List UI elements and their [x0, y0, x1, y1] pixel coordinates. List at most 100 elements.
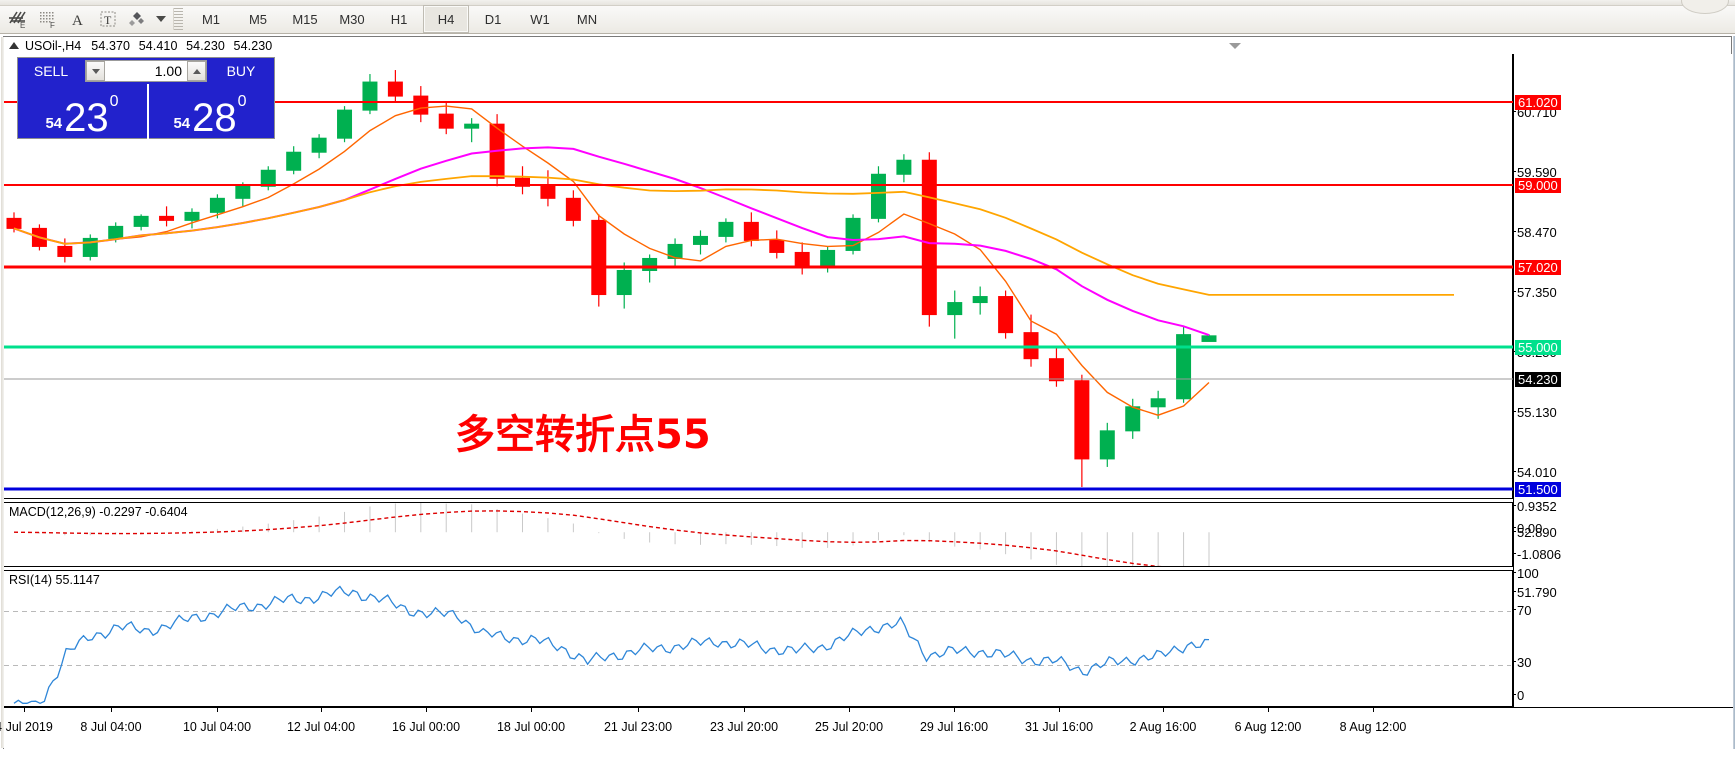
price-tick-label: 51.790 [1517, 585, 1557, 600]
price-tick: 55.130 [1513, 405, 1557, 420]
svg-text:F: F [50, 21, 55, 29]
candle [769, 230, 785, 259]
candle [260, 166, 276, 191]
text-icon[interactable]: A [64, 6, 92, 32]
time-tick-mark [426, 708, 427, 712]
chevron-down-icon[interactable] [154, 6, 168, 32]
timeframe-m15[interactable]: M15 [292, 11, 318, 27]
timeframe-h1[interactable]: H1 [390, 11, 408, 27]
timeframe-d1[interactable]: D1 [484, 11, 502, 27]
timeframe-h4[interactable]: H4 [423, 5, 469, 33]
one-click-trading-panel[interactable]: SELL 1.00 BUY 54 23 0 [17, 57, 275, 139]
candle [413, 86, 429, 123]
tick-mark [1513, 527, 1516, 528]
indicators-icon[interactable]: E [4, 6, 32, 32]
candle [692, 230, 708, 255]
candle [1150, 390, 1166, 419]
candle [235, 182, 251, 207]
text-label-icon[interactable]: T [94, 6, 122, 32]
ohlc-low: 54.230 [186, 38, 225, 53]
price-level-label[interactable]: 54.230 [1515, 372, 1561, 387]
time-tick-mark [111, 708, 112, 712]
timeframe-m5[interactable]: M5 [248, 11, 268, 27]
time-tick-label: 4 Jul 2019 [0, 720, 53, 734]
tick-mark [1513, 111, 1516, 112]
candle [1099, 422, 1115, 467]
candle [794, 242, 810, 275]
price-tick: 51.790 [1513, 585, 1557, 600]
price-level-label[interactable]: 51.500 [1515, 482, 1561, 497]
timeframe-m30[interactable]: M30 [339, 11, 365, 27]
price-tick-label: 55.130 [1517, 405, 1557, 420]
buy-price-main: 28 [192, 96, 237, 140]
price-tick-label: 54.010 [1517, 465, 1557, 480]
sell-label[interactable]: SELL [18, 58, 84, 84]
macd-pane[interactable]: MACD(12,26,9) -0.2297 -0.6404 [4, 502, 1513, 567]
rsi-tick-label: 0 [1517, 688, 1525, 703]
rsi-tick: 70 [1513, 603, 1532, 618]
tick-mark [1513, 531, 1516, 532]
time-tick-mark [1059, 708, 1060, 712]
price-tick: 58.470 [1513, 226, 1557, 239]
macd-tick: 0.00 [1513, 522, 1542, 535]
buy-price-fraction: 0 [237, 93, 247, 110]
tick-mark [1513, 591, 1516, 592]
volume-increase-button[interactable] [187, 61, 206, 81]
rsi-tick: 100 [1513, 567, 1539, 580]
price-level-label[interactable]: 55.000 [1515, 340, 1561, 355]
tick-mark [1513, 553, 1516, 554]
sell-button[interactable]: 54 23 0 [18, 84, 146, 139]
rsi-tick-label: 70 [1517, 603, 1532, 618]
chart-plot-area: 多空转折点55 MACD(12,26,9) -0.2297 -0.6404 RS… [0, 54, 1735, 765]
candle [1023, 314, 1039, 367]
chevron-up-icon [192, 68, 201, 74]
rsi-label: RSI(14) 55.1147 [9, 573, 100, 587]
candle [591, 214, 607, 307]
vertical-scrollbar[interactable] [1733, 36, 1735, 749]
candle [311, 134, 327, 159]
sell-price-main: 23 [64, 96, 109, 140]
rsi-tick-label: 30 [1517, 655, 1532, 670]
volume-value[interactable]: 1.00 [105, 61, 187, 81]
chart-menu-caret-icon[interactable] [1229, 43, 1241, 49]
time-tick-label: 23 Jul 20:00 [709, 720, 779, 734]
price-level-label[interactable]: 61.020 [1515, 95, 1561, 110]
timeframe-mn[interactable]: MN [576, 11, 598, 27]
collapse-triangle-icon[interactable] [9, 42, 19, 49]
time-tick-mark [954, 708, 955, 712]
time-tick-mark [638, 708, 639, 712]
svg-text:A: A [72, 13, 83, 29]
volume-stepper[interactable]: 1.00 [85, 60, 207, 82]
candle [921, 152, 937, 327]
time-tick-label: 21 Jul 23:00 [603, 720, 673, 734]
buy-label[interactable]: BUY [208, 58, 274, 84]
price-tick: 57.350 [1513, 286, 1557, 299]
price-tick-label: 52.890 [1517, 525, 1557, 540]
price-level-label[interactable]: 57.020 [1515, 260, 1561, 275]
time-tick-mark [217, 708, 218, 712]
price-axis-divider [1513, 54, 1514, 707]
price-level-label[interactable]: 59.000 [1515, 178, 1561, 193]
time-tick-mark [1373, 708, 1374, 712]
objects-icon[interactable] [124, 6, 152, 32]
timeframe-w1[interactable]: W1 [530, 11, 550, 27]
buy-button[interactable]: 54 28 0 [146, 84, 274, 139]
toolbar-top-strip [0, 0, 1735, 6]
price-tick: 52.890 [1513, 525, 1557, 540]
time-axis[interactable]: 4 Jul 2019 8 Jul 04:00 10 Jul 04:00 12 Jul … [0, 707, 1735, 765]
toolbar-overflow-button[interactable] [1681, 0, 1729, 14]
candle [845, 214, 861, 255]
grid-icon[interactable]: F [34, 6, 62, 32]
trade-panel-header: SELL 1.00 BUY [18, 58, 274, 84]
rsi-pane[interactable]: RSI(14) 55.1147 [4, 570, 1513, 707]
price-axis[interactable]: 60.71059.59058.47057.35056.25055.13054.0… [1513, 54, 1735, 707]
volume-decrease-button[interactable] [86, 61, 105, 81]
time-tick-label: 12 Jul 04:00 [286, 720, 356, 734]
time-tick-label: 29 Jul 16:00 [919, 720, 989, 734]
time-tick-mark [531, 708, 532, 712]
macd-tick: -1.0806 [1513, 548, 1561, 561]
candle [1176, 326, 1192, 403]
moving-average-line [13, 146, 1210, 337]
time-tick-mark [744, 708, 745, 712]
timeframe-m1[interactable]: M1 [201, 11, 221, 27]
